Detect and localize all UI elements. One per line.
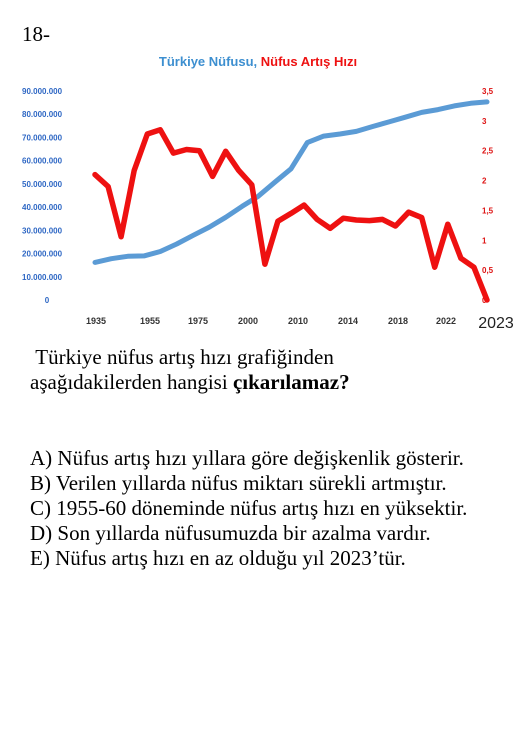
y-left-tick-label: 50.000.000 bbox=[22, 180, 63, 189]
y-left-tick-label: 10.000.000 bbox=[22, 273, 63, 282]
y-left-tick-label: 80.000.000 bbox=[22, 110, 63, 119]
option-c[interactable]: C) 1955-60 döneminde nüfus artış hızı en… bbox=[30, 496, 468, 520]
y-axis-left: 0 10.000.000 20.000.000 30.000.000 40.000.00… bbox=[22, 87, 63, 305]
x-tick-label: 1955 bbox=[140, 316, 160, 326]
y-right-tick-label: 2,5 bbox=[482, 147, 494, 156]
y-right-tick-label: 1 bbox=[482, 236, 487, 245]
series-layer bbox=[92, 99, 490, 303]
x-tick-label: 1975 bbox=[188, 316, 208, 326]
x-tick-label: 2014 bbox=[338, 316, 358, 326]
y-right-tick-label: 2 bbox=[482, 177, 487, 186]
y-left-tick-label: 30.000.000 bbox=[22, 226, 63, 235]
y-axis-right: 00,511,522,533,5 bbox=[482, 87, 494, 305]
option-e[interactable]: E) Nüfus artış hızı en az olduğu yıl 202… bbox=[30, 546, 406, 570]
chart-title-growth: Nüfus Artış Hızı bbox=[261, 54, 357, 69]
population-chart: Türkiye Nüfusu, Nüfus Artış Hızı 0 10.000… bbox=[22, 54, 514, 332]
y-right-tick-label: 3 bbox=[482, 117, 487, 126]
y-left-tick-label: 90.000.000 bbox=[22, 87, 63, 96]
chart-title-sep: , bbox=[254, 54, 261, 69]
question-text: Türkiye nüfus artış hızı grafiğinden aşa… bbox=[30, 345, 510, 395]
x-axis: 1935 1955 1975 2000 2010 2014 2018 2022 2023 bbox=[86, 315, 514, 332]
x-tick-label: 2000 bbox=[238, 316, 258, 326]
chart-title-population: Türkiye Nüfusu bbox=[159, 54, 254, 69]
option-d[interactable]: D) Son yıllarda nüfusumuzda bir azalma v… bbox=[30, 521, 431, 545]
y-left-tick-label: 70.000.000 bbox=[22, 133, 63, 142]
question-number: 18- bbox=[22, 22, 50, 46]
y-left-tick-label: 20.000.000 bbox=[22, 250, 63, 259]
x-tick-label: 1935 bbox=[86, 316, 106, 326]
y-left-tick-label: 40.000.000 bbox=[22, 203, 63, 212]
question-emphasis: çıkarılamaz? bbox=[232, 370, 350, 394]
x-tick-label: 2010 bbox=[288, 316, 308, 326]
y-right-tick-label: 3,5 bbox=[482, 87, 494, 96]
x-tick-label: 2022 bbox=[436, 316, 456, 326]
y-left-tick-label: 0 bbox=[45, 296, 50, 305]
chart-title: Türkiye Nüfusu, Nüfus Artış Hızı bbox=[159, 54, 357, 69]
y-right-tick-label: 1,5 bbox=[482, 206, 494, 215]
series-line-population bbox=[92, 99, 490, 265]
question-line2-prefix: aşağıdakilerden hangisi bbox=[30, 370, 233, 394]
y-left-tick-label: 60.000.000 bbox=[22, 157, 63, 166]
question-line1: Türkiye nüfus artış hızı grafiğinden bbox=[35, 345, 334, 369]
option-a[interactable]: A) Nüfus artış hızı yıllara göre değişke… bbox=[30, 446, 464, 470]
series-line-growth-rate bbox=[92, 127, 490, 303]
answer-options: A) Nüfus artış hızı yıllara göre değişke… bbox=[30, 446, 520, 571]
option-b[interactable]: B) Verilen yıllarda nüfus miktarı sürekl… bbox=[30, 471, 447, 495]
x-tick-label: 2018 bbox=[388, 316, 408, 326]
y-right-tick-label: 0,5 bbox=[482, 266, 494, 275]
x-tick-label: 2023 bbox=[478, 315, 514, 332]
